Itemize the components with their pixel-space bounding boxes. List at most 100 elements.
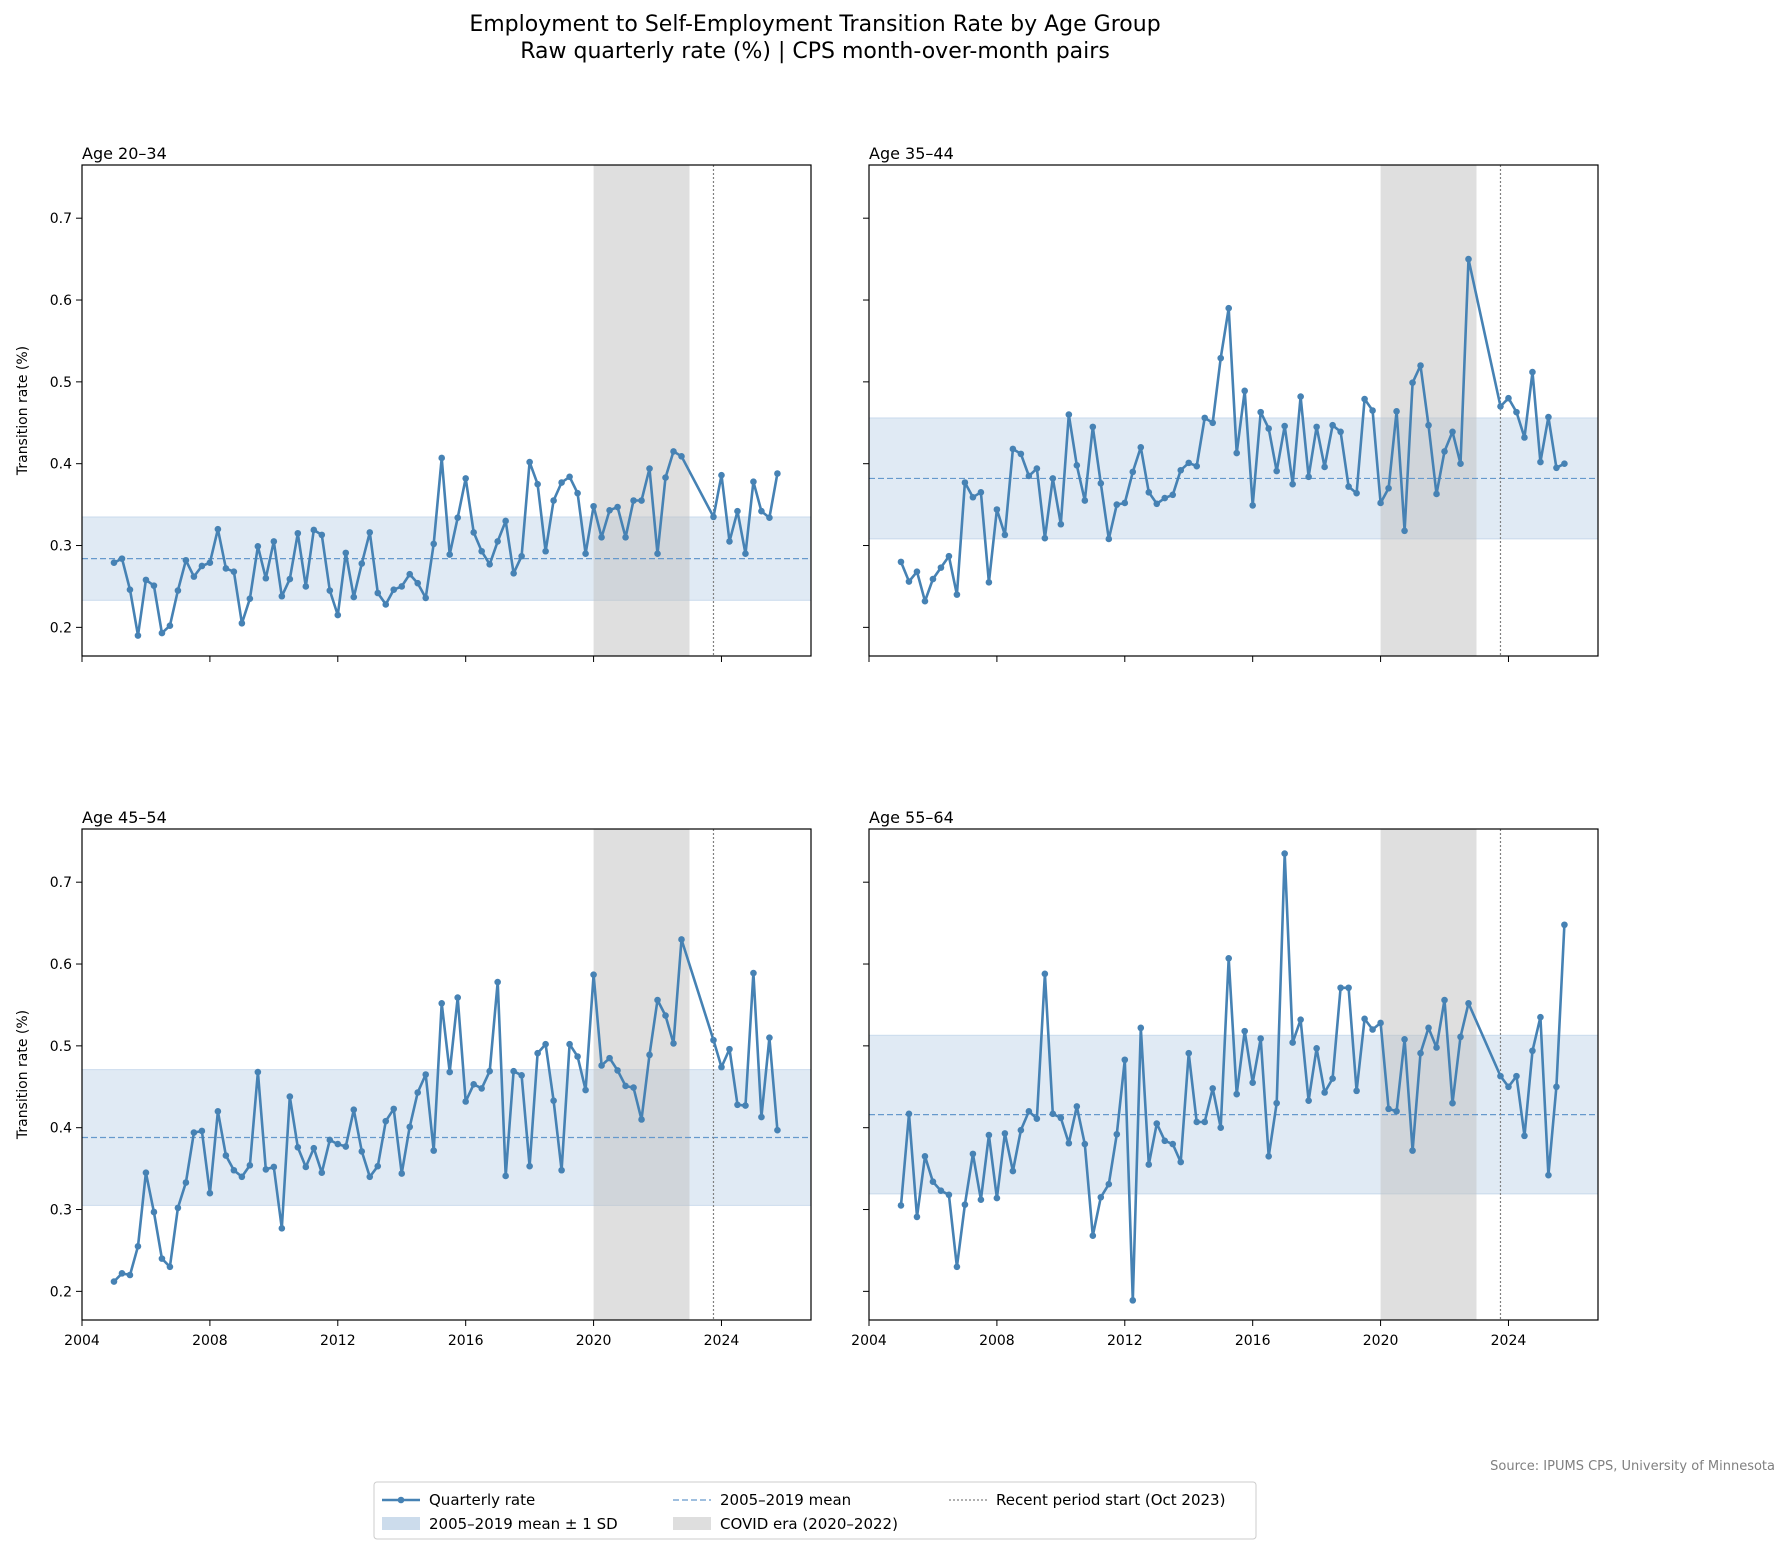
data-point bbox=[1529, 1047, 1536, 1055]
data-point bbox=[1097, 480, 1105, 487]
y-axis-label: Transition rate (%) bbox=[15, 1010, 31, 1140]
data-point bbox=[913, 1213, 921, 1221]
data-point bbox=[438, 1000, 446, 1007]
data-point bbox=[110, 559, 118, 567]
data-point bbox=[921, 597, 929, 605]
data-point bbox=[993, 506, 1001, 513]
data-point bbox=[1385, 1105, 1392, 1113]
data-point bbox=[534, 480, 541, 488]
data-point bbox=[366, 1173, 374, 1181]
panel-title: Age 35–44 bbox=[869, 144, 954, 163]
data-point bbox=[1033, 465, 1041, 472]
data-point bbox=[670, 448, 677, 455]
legend-label: Recent period start (Oct 2023) bbox=[996, 1491, 1225, 1509]
data-point bbox=[1449, 1099, 1456, 1107]
data-point bbox=[406, 1123, 414, 1131]
data-point bbox=[1449, 428, 1456, 436]
data-point bbox=[1337, 428, 1344, 436]
data-point bbox=[358, 560, 366, 567]
data-point bbox=[961, 1201, 969, 1208]
data-point bbox=[1089, 423, 1097, 431]
data-point bbox=[622, 1082, 629, 1090]
data-point bbox=[1161, 494, 1169, 502]
data-point bbox=[710, 1036, 717, 1044]
data-point bbox=[1257, 408, 1264, 416]
legend-label: Quarterly rate bbox=[429, 1491, 535, 1509]
plot-area bbox=[869, 829, 1598, 1320]
data-point bbox=[510, 1067, 517, 1075]
data-point bbox=[774, 470, 781, 477]
data-point bbox=[174, 1204, 182, 1212]
x-tick-label: 2008 bbox=[192, 1333, 228, 1349]
data-point bbox=[646, 465, 653, 472]
panel-3: 0.2 0.3 0.4 0.5 0.6 0.7 2004 2008 2012 2016 2020 20… bbox=[15, 808, 812, 1349]
data-point bbox=[1225, 304, 1233, 312]
data-point bbox=[1153, 1120, 1161, 1127]
data-point bbox=[1153, 500, 1161, 508]
data-point bbox=[1185, 1049, 1193, 1057]
legend-covid-swatch bbox=[673, 1517, 711, 1530]
data-point bbox=[246, 595, 254, 603]
data-point bbox=[742, 550, 749, 558]
data-point bbox=[190, 1129, 198, 1136]
data-point bbox=[1201, 1118, 1209, 1126]
data-point bbox=[502, 1172, 509, 1180]
data-point bbox=[598, 1062, 605, 1069]
data-point bbox=[414, 1089, 422, 1096]
y-tick-label: 0.7 bbox=[50, 211, 72, 227]
data-point bbox=[470, 529, 477, 536]
data-point bbox=[1273, 467, 1280, 475]
data-point bbox=[262, 1166, 270, 1173]
data-point bbox=[1313, 423, 1320, 431]
data-point bbox=[1313, 1045, 1320, 1052]
data-point bbox=[598, 534, 605, 541]
data-point bbox=[1001, 1130, 1009, 1137]
data-point bbox=[638, 1116, 645, 1123]
data-point bbox=[1553, 464, 1560, 472]
chart-title: Employment to Self-Employment Transition… bbox=[469, 12, 1160, 37]
data-point bbox=[1265, 1153, 1272, 1160]
covid-era-shading bbox=[593, 829, 690, 1320]
legend-marker bbox=[397, 1496, 405, 1504]
data-point bbox=[1345, 984, 1352, 992]
data-point bbox=[1145, 489, 1153, 496]
data-point bbox=[1353, 1087, 1360, 1095]
data-point bbox=[406, 570, 414, 578]
data-point bbox=[1017, 450, 1025, 458]
data-point bbox=[374, 1162, 382, 1170]
data-point bbox=[638, 497, 645, 504]
data-point bbox=[278, 1225, 286, 1232]
plot-frame bbox=[868, 164, 1599, 657]
panel-4: 2004 2008 2012 2016 2020 2024 Age 55–64 bbox=[851, 808, 1599, 1349]
data-point bbox=[1009, 1167, 1017, 1175]
data-point bbox=[1041, 534, 1049, 542]
data-point bbox=[190, 573, 198, 580]
x-tick-label: 2008 bbox=[979, 1333, 1015, 1349]
plot-area bbox=[869, 165, 1598, 656]
data-point bbox=[1505, 394, 1512, 402]
data-point bbox=[1065, 1139, 1073, 1147]
data-point bbox=[1353, 489, 1360, 497]
data-point bbox=[1321, 463, 1328, 471]
x-tick-label: 2004 bbox=[64, 1333, 100, 1349]
data-point bbox=[1433, 490, 1440, 498]
data-point bbox=[374, 589, 382, 597]
data-point bbox=[454, 514, 461, 522]
data-point bbox=[969, 1150, 977, 1158]
covid-era-shading bbox=[593, 165, 690, 656]
panel-title: Age 55–64 bbox=[869, 808, 954, 827]
data-point bbox=[1113, 501, 1121, 508]
data-point bbox=[985, 1131, 993, 1139]
data-point bbox=[1209, 419, 1217, 427]
data-point bbox=[929, 1178, 937, 1186]
data-point bbox=[630, 497, 637, 504]
legend-label: COVID era (2020–2022) bbox=[720, 1515, 898, 1533]
data-point bbox=[654, 550, 661, 558]
data-point bbox=[262, 574, 270, 582]
data-point bbox=[961, 479, 969, 486]
data-point bbox=[1137, 444, 1145, 451]
data-point bbox=[1209, 1085, 1217, 1092]
legend-item-rate bbox=[382, 1496, 420, 1504]
plot-area bbox=[82, 165, 811, 656]
